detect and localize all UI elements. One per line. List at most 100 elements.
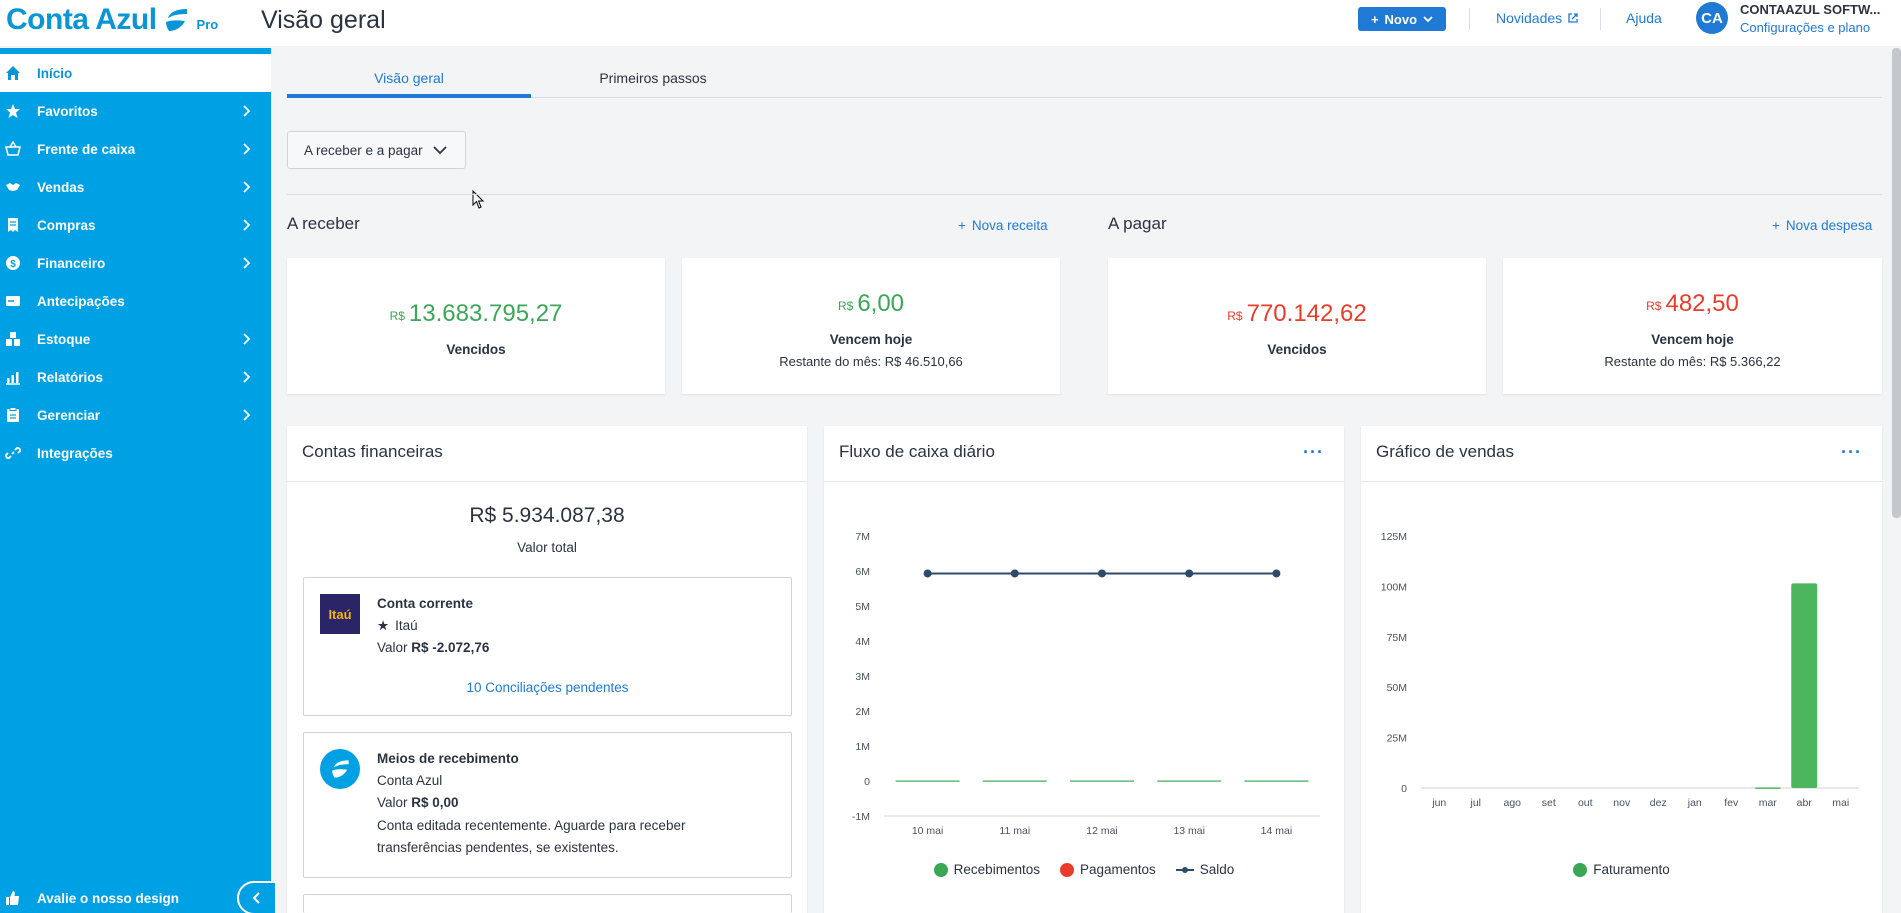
payable-today-amount: R$ 482,50: [1503, 290, 1882, 318]
new-revenue-link[interactable]: + Nova receita: [958, 218, 1048, 233]
sidebar-item-estoque[interactable]: Estoque: [0, 320, 271, 358]
legend-item-faturamento[interactable]: Faturamento: [1573, 862, 1670, 877]
more-options-icon[interactable]: ···: [1841, 442, 1862, 462]
payable-overdue-card[interactable]: R$ 770.142,62 Vencidos: [1108, 258, 1486, 394]
new-expense-link[interactable]: + Nova despesa: [1772, 218, 1872, 233]
header-separator: [1600, 8, 1601, 30]
rate-design-label: Avalie o nosso design: [37, 890, 180, 906]
sidebar-item-antecipacoes[interactable]: Antecipações: [0, 282, 271, 320]
tab-bar: Visão geral Primeiros passos: [287, 61, 1882, 98]
amount-value: 770.142,62: [1246, 300, 1367, 327]
payable-today-label: Vencem hoje: [1651, 332, 1734, 347]
x-tick-label: abr: [1797, 797, 1813, 809]
chevron-down-icon: [432, 146, 447, 155]
news-link[interactable]: Novidades: [1496, 10, 1578, 26]
y-tick-label: 6M: [855, 566, 870, 578]
legend-item-recebimentos[interactable]: Recebimentos: [933, 862, 1040, 877]
sidebar-item-frente-de-caixa[interactable]: Frente de caixa: [0, 130, 271, 168]
link-icon: [5, 445, 21, 461]
filter-dropdown[interactable]: A receber e a pagar: [287, 131, 466, 169]
receivable-today-card[interactable]: R$ 6,00 Vencem hoje Restante do mês: R$ 4…: [682, 258, 1060, 394]
chevron-right-icon: [243, 181, 251, 193]
y-tick-label: 50M: [1387, 682, 1407, 694]
account-card-partial[interactable]: [303, 894, 792, 913]
tab-primeiros-passos[interactable]: Primeiros passos: [599, 70, 707, 86]
logo-text: Conta Azul: [6, 3, 157, 36]
account-value-amount: R$ 0,00: [411, 795, 459, 810]
rate-design-link[interactable]: Avalie o nosso design: [0, 881, 277, 913]
recebimentos-bar: [1244, 780, 1309, 782]
recebimentos-bar: [1157, 780, 1222, 782]
financial-accounts-panel: Contas financeiras R$ 5.934.087,38 Valor…: [287, 426, 807, 913]
thumbs-up-icon: [5, 890, 21, 906]
sidebar-item-label: Relatórios: [37, 369, 104, 385]
account-bank-name: Itaú: [395, 618, 418, 633]
sidebar-item-label: Compras: [37, 217, 96, 233]
account-card-itau[interactable]: Itaú Conta corrente ★ Itaú Valor R$ -2.07…: [303, 577, 792, 716]
dollar-icon: $: [5, 255, 21, 271]
x-tick-label: mar: [1759, 797, 1778, 809]
x-tick-label: fev: [1724, 797, 1739, 809]
y-tick-label: -1M: [852, 811, 870, 823]
sidebar-item-label: Antecipações: [37, 293, 125, 309]
sidebar-item-integracoes[interactable]: Integrações: [0, 434, 271, 472]
conta-azul-logo[interactable]: Conta Azul Pro: [6, 2, 218, 38]
y-tick-label: 100M: [1381, 581, 1407, 593]
more-options-icon[interactable]: ···: [1303, 442, 1324, 462]
chevron-right-icon: [243, 143, 251, 155]
header-separator: [1469, 8, 1470, 30]
legend-item-pagamentos[interactable]: Pagamentos: [1059, 862, 1156, 877]
help-link[interactable]: Ajuda: [1626, 10, 1662, 26]
sidebar-item-vendas[interactable]: Vendas: [0, 168, 271, 206]
x-tick-label: set: [1542, 797, 1556, 809]
sidebar-item-favoritos[interactable]: Favoritos: [0, 92, 271, 130]
section-divider: [287, 194, 1882, 195]
collapse-sidebar-button[interactable]: [237, 881, 277, 913]
account-bank: ★ Itaú: [377, 618, 418, 634]
config-link[interactable]: Configurações e plano: [1740, 20, 1871, 35]
account-value-label: Valor: [377, 640, 408, 655]
sidebar-item-label: Gerenciar: [37, 407, 101, 423]
sidebar-item-relatorios[interactable]: Relatórios: [0, 358, 271, 396]
chevron-right-icon: [243, 219, 251, 231]
account-card-conta-azul[interactable]: Meios de recebimento Conta Azul Valor R$…: [303, 732, 792, 878]
tab-visao-geral[interactable]: Visão geral: [287, 61, 531, 98]
account-note: transferências pendentes, se existentes.: [377, 840, 619, 855]
y-tick-label: 1M: [855, 741, 870, 753]
plus-icon: +: [958, 218, 966, 233]
payable-today-card[interactable]: R$ 482,50 Vencem hoje Restante do mês: R$…: [1503, 258, 1882, 394]
amount-value: 6,00: [857, 290, 905, 317]
sidebar-item-compras[interactable]: Compras: [0, 206, 271, 244]
currency-label: R$: [837, 299, 854, 313]
sidebar-item-label: Início: [37, 65, 73, 81]
legend-line-marker: [1175, 866, 1194, 873]
conta-azul-account-logo: [320, 749, 360, 789]
sidebar-item-inicio[interactable]: Início: [0, 54, 271, 92]
plus-icon: +: [1772, 218, 1780, 233]
new-button[interactable]: + Novo: [1358, 7, 1446, 31]
receivable-title: A receber: [287, 214, 360, 233]
avatar[interactable]: CA: [1696, 2, 1728, 34]
star-icon[interactable]: ★: [377, 618, 390, 633]
legend-label: Recebimentos: [953, 862, 1040, 877]
chevron-right-icon: [243, 333, 251, 345]
pending-reconciliations-link[interactable]: 10 Conciliações pendentes: [466, 680, 629, 695]
sidebar-item-financeiro[interactable]: $ Financeiro: [0, 244, 271, 282]
page-scrollbar[interactable]: [1892, 48, 1901, 518]
plus-icon: +: [1370, 11, 1379, 27]
legend-item-saldo[interactable]: Saldo: [1175, 862, 1234, 877]
report-icon: [5, 369, 21, 385]
sidebar-item-gerenciar[interactable]: Gerenciar: [0, 396, 271, 434]
legend-dot: [933, 862, 948, 877]
x-tick-label: dez: [1650, 797, 1667, 809]
accounts-total-value: R$ 5.934.087,38: [469, 504, 625, 527]
receivable-overdue-card[interactable]: R$ 13.683.795,27 Vencidos: [287, 258, 665, 394]
sales-title: Gráfico de vendas ···: [1361, 426, 1882, 482]
y-tick-label: 4M: [855, 636, 870, 648]
sidebar-item-label: Integrações: [37, 445, 113, 461]
sidebar-item-label: Financeiro: [37, 255, 106, 271]
legend-label: Faturamento: [1593, 862, 1670, 877]
saldo-point: [1098, 569, 1106, 578]
account-value: Valor R$ 0,00: [377, 795, 459, 810]
x-tick-label: 11 mai: [999, 825, 1030, 837]
